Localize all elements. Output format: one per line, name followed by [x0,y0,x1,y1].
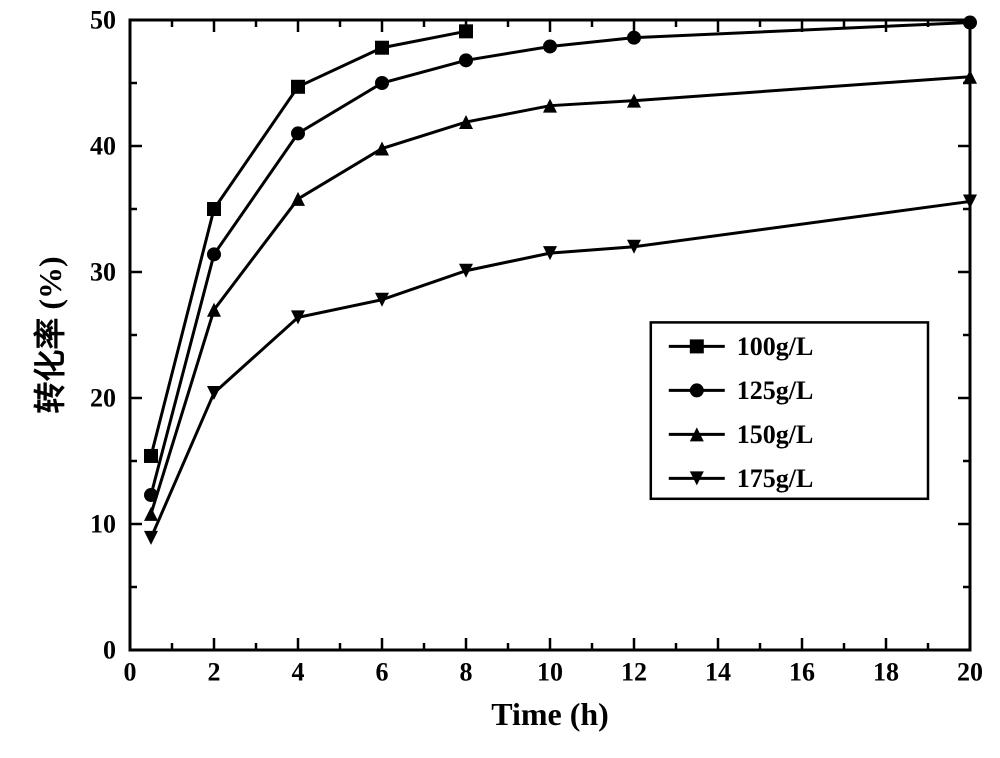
y-tick-label: 40 [90,132,116,161]
marker-circle-icon [627,31,641,45]
marker-triangle-down-icon [144,531,158,545]
x-tick-label: 20 [957,658,983,687]
x-tick-label: 10 [537,658,563,687]
legend-label: 125g/L [737,376,814,405]
y-tick-label: 10 [90,510,116,539]
y-tick-label: 0 [103,636,116,665]
x-axis-label: Time (h) [491,696,609,732]
marker-square-icon [459,24,473,38]
y-axis-label: 转化率 (%) [32,256,68,413]
marker-circle-icon [207,247,221,261]
marker-circle-icon [690,383,704,397]
marker-square-icon [375,41,389,55]
x-tick-label: 0 [124,658,137,687]
x-tick-label: 14 [705,658,731,687]
series [144,24,473,463]
x-tick-label: 18 [873,658,899,687]
legend: 100g/L 125g/L 150g/L 175g/L [651,322,928,498]
legend-label: 150g/L [737,420,814,449]
y-tick-label: 30 [90,258,116,287]
x-tick-label: 12 [621,658,647,687]
marker-circle-icon [963,16,977,30]
marker-square-icon [291,80,305,94]
x-tick-label: 2 [208,658,221,687]
legend-label: 175g/L [737,464,814,493]
marker-triangle-up-icon [291,192,305,206]
y-tick-label: 50 [90,6,116,35]
marker-square-icon [690,339,704,353]
marker-square-icon [144,449,158,463]
marker-circle-icon [543,39,557,53]
y-tick-label: 20 [90,384,116,413]
legend-label: 100g/L [737,332,814,361]
x-tick-label: 8 [460,658,473,687]
series-line [151,31,466,456]
x-tick-label: 16 [789,658,815,687]
marker-circle-icon [291,126,305,140]
x-tick-label: 4 [292,658,305,687]
marker-square-icon [207,202,221,216]
marker-circle-icon [375,76,389,90]
x-tick-label: 6 [376,658,389,687]
marker-circle-icon [459,53,473,67]
marker-triangle-up-icon [144,507,158,521]
marker-triangle-down-icon [207,386,221,400]
